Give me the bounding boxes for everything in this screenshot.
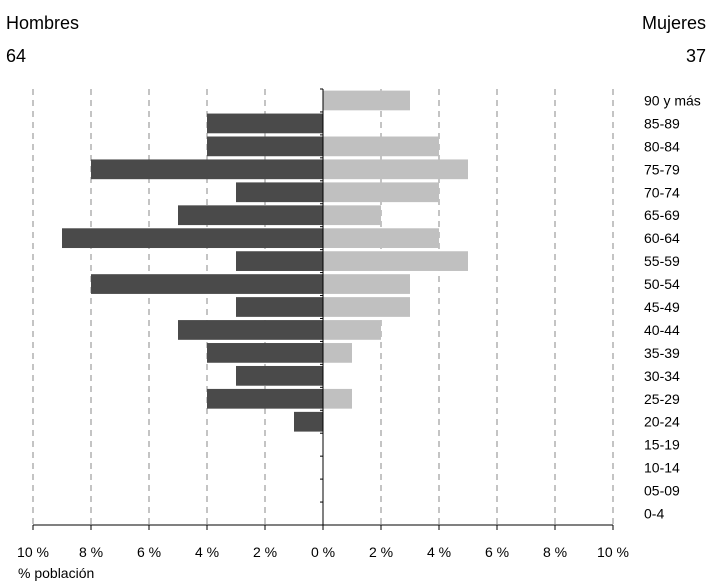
bar-mujeres bbox=[323, 136, 439, 157]
x-tick-label: 0 % bbox=[311, 544, 335, 560]
bar-hombres bbox=[207, 388, 323, 409]
category-label: 10-14 bbox=[644, 460, 680, 476]
bar-hombres bbox=[207, 136, 323, 157]
category-label: 65-69 bbox=[644, 207, 680, 223]
category-label: 05-09 bbox=[644, 483, 680, 499]
x-tick-label: 8 % bbox=[79, 544, 103, 560]
x-tick-label: 2 % bbox=[253, 544, 277, 560]
x-tick-label: 2 % bbox=[369, 544, 393, 560]
bar-mujeres bbox=[323, 90, 410, 111]
category-label: 0-4 bbox=[644, 506, 664, 522]
category-label: 85-89 bbox=[644, 115, 680, 131]
left-total: 64 bbox=[6, 46, 27, 66]
bar-hombres bbox=[207, 113, 323, 134]
bar-hombres bbox=[294, 411, 323, 432]
category-label: 70-74 bbox=[644, 184, 680, 200]
category-label: 35-39 bbox=[644, 345, 680, 361]
bar-mujeres bbox=[323, 159, 468, 180]
x-tick-label: 10 % bbox=[17, 544, 49, 560]
category-label: 75-79 bbox=[644, 161, 680, 177]
category-label: 30-34 bbox=[644, 368, 680, 384]
x-tick-label: 4 % bbox=[195, 544, 219, 560]
x-tick-label: 4 % bbox=[427, 544, 451, 560]
category-label: 90 y más bbox=[644, 92, 701, 108]
bar-mujeres bbox=[323, 343, 352, 363]
bar-hombres bbox=[178, 320, 323, 340]
right-total: 37 bbox=[685, 46, 706, 66]
bar-hombres bbox=[236, 365, 323, 386]
bar-hombres bbox=[236, 251, 323, 271]
bar-mujeres bbox=[323, 228, 439, 249]
category-label: 40-44 bbox=[644, 322, 680, 338]
category-label: 20-24 bbox=[644, 414, 680, 430]
bar-mujeres bbox=[323, 297, 410, 317]
bar-mujeres bbox=[323, 182, 439, 203]
bar-hombres bbox=[62, 228, 323, 249]
bar-hombres bbox=[91, 274, 323, 294]
left-title: Hombres bbox=[6, 13, 80, 33]
x-tick-label: 6 % bbox=[485, 544, 509, 560]
category-label: 80-84 bbox=[644, 138, 680, 154]
x-tick-label: 10 % bbox=[597, 544, 629, 560]
bar-hombres bbox=[236, 182, 323, 203]
bar-mujeres bbox=[323, 388, 352, 409]
x-tick-label: 8 % bbox=[543, 544, 567, 560]
bar-mujeres bbox=[323, 320, 381, 340]
category-label: 55-59 bbox=[644, 253, 680, 269]
bar-hombres bbox=[207, 343, 323, 363]
bar-hombres bbox=[178, 205, 323, 226]
category-label: 60-64 bbox=[644, 230, 680, 246]
category-label: 25-29 bbox=[644, 391, 680, 407]
category-label: 50-54 bbox=[644, 276, 680, 292]
bar-hombres bbox=[91, 159, 323, 180]
bar-mujeres bbox=[323, 251, 468, 271]
x-tick-label: 6 % bbox=[137, 544, 161, 560]
x-axis-label: % población bbox=[18, 565, 95, 581]
category-label: 15-19 bbox=[644, 437, 680, 453]
bar-mujeres bbox=[323, 205, 381, 226]
right-title: Mujeres bbox=[641, 13, 706, 33]
category-label: 45-49 bbox=[644, 299, 680, 315]
bar-hombres bbox=[236, 297, 323, 317]
bar-mujeres bbox=[323, 274, 410, 294]
